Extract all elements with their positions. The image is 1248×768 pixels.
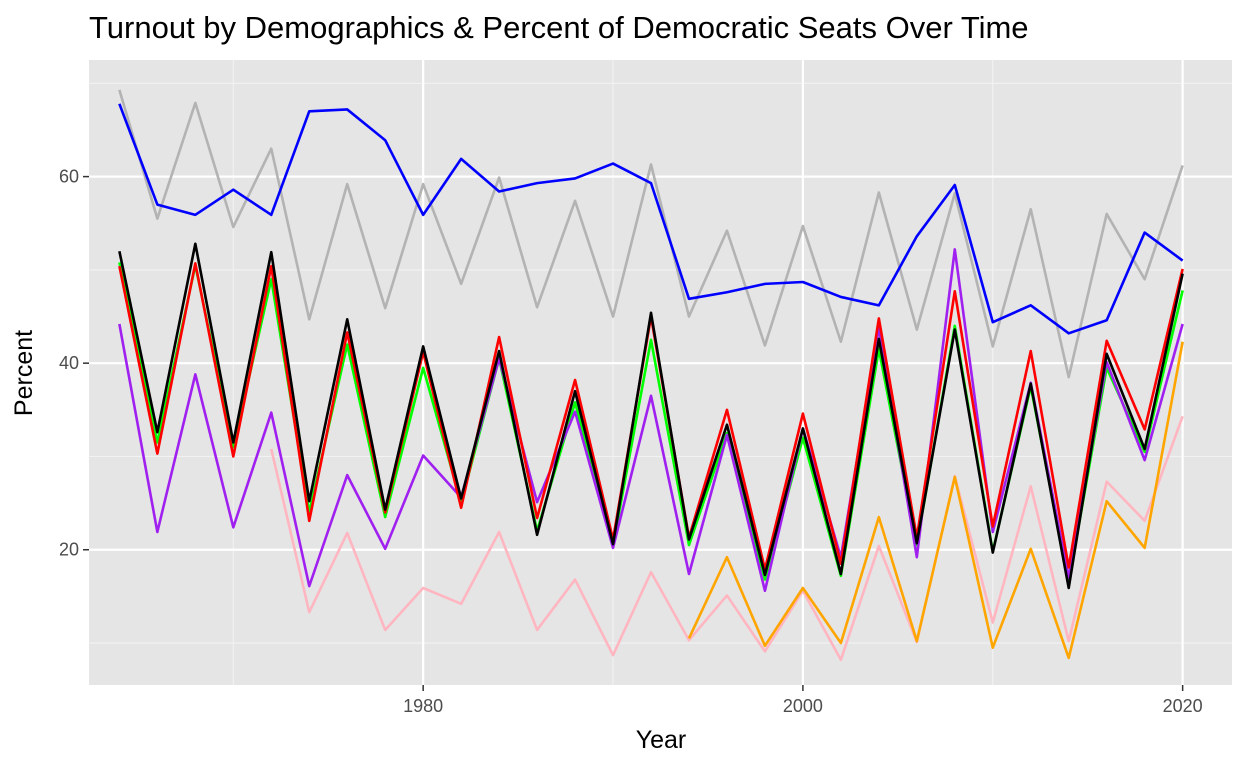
series-lines — [118, 89, 1184, 662]
chart-title: Turnout by Demographics & Percent of Dem… — [89, 10, 1029, 45]
y-tick-label: 20 — [59, 540, 79, 560]
y-tick-label: 40 — [59, 353, 79, 373]
series-line-6 — [118, 248, 1184, 593]
grid-lines — [89, 60, 1232, 685]
x-tick-label: 2020 — [1163, 696, 1203, 716]
series-line-2 — [118, 103, 1184, 335]
y-axis-title: Percent — [10, 330, 38, 416]
series-line-8 — [118, 242, 1184, 590]
x-tick-label: 2000 — [783, 696, 823, 716]
y-tick-label: 60 — [59, 167, 79, 187]
series-line-4 — [687, 341, 1184, 660]
series-line-1 — [118, 89, 1184, 379]
series-line-3 — [270, 415, 1184, 662]
x-tick-label: 1980 — [403, 696, 443, 716]
x-axis-title: Year — [636, 726, 687, 754]
